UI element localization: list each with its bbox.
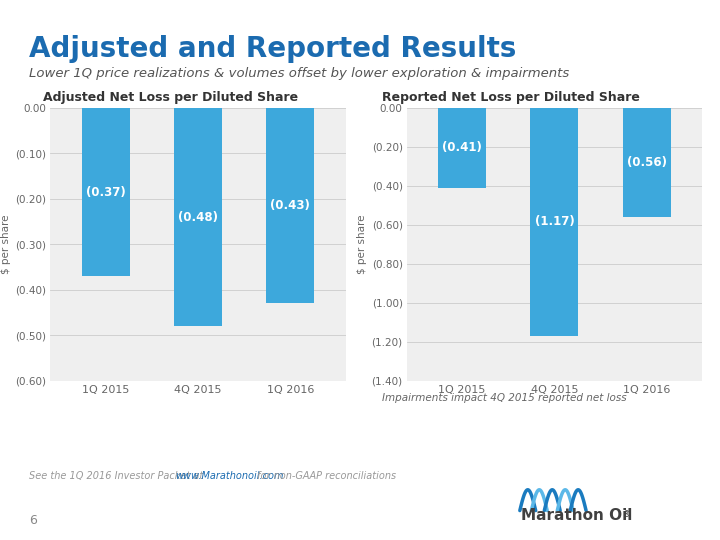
Text: Adjusted and Reported Results: Adjusted and Reported Results <box>29 35 516 63</box>
Text: (0.41): (0.41) <box>442 141 482 154</box>
Bar <box>623 108 670 217</box>
Text: (0.56): (0.56) <box>626 156 667 169</box>
Text: Impairments impact 4Q 2015 reported net loss: Impairments impact 4Q 2015 reported net … <box>382 393 626 403</box>
Bar <box>82 108 130 276</box>
Text: www.Marathonoil.com: www.Marathonoil.com <box>175 470 284 481</box>
Text: Lower 1Q price realizations & volumes offset by lower exploration & impairments: Lower 1Q price realizations & volumes of… <box>29 68 569 80</box>
Bar <box>531 108 578 336</box>
Text: for non-GAAP reconciliations: for non-GAAP reconciliations <box>254 470 397 481</box>
Text: ®: ® <box>623 510 630 519</box>
Bar <box>438 108 486 188</box>
Bar <box>174 108 222 326</box>
Text: (0.43): (0.43) <box>270 199 310 212</box>
Text: Reported Net Loss per Diluted Share: Reported Net Loss per Diluted Share <box>382 91 639 104</box>
Y-axis label: $ per share: $ per share <box>1 214 11 274</box>
Bar <box>266 108 314 303</box>
Text: Adjusted Net Loss per Diluted Share: Adjusted Net Loss per Diluted Share <box>43 91 298 104</box>
Text: (1.17): (1.17) <box>534 215 575 228</box>
Text: (0.37): (0.37) <box>86 186 125 199</box>
Text: See the 1Q 2016 Investor Packet at: See the 1Q 2016 Investor Packet at <box>29 470 206 481</box>
Text: Marathon Oil: Marathon Oil <box>521 508 633 523</box>
Text: (0.48): (0.48) <box>178 211 218 224</box>
Y-axis label: $ per share: $ per share <box>357 214 367 274</box>
Text: 6: 6 <box>29 514 37 526</box>
